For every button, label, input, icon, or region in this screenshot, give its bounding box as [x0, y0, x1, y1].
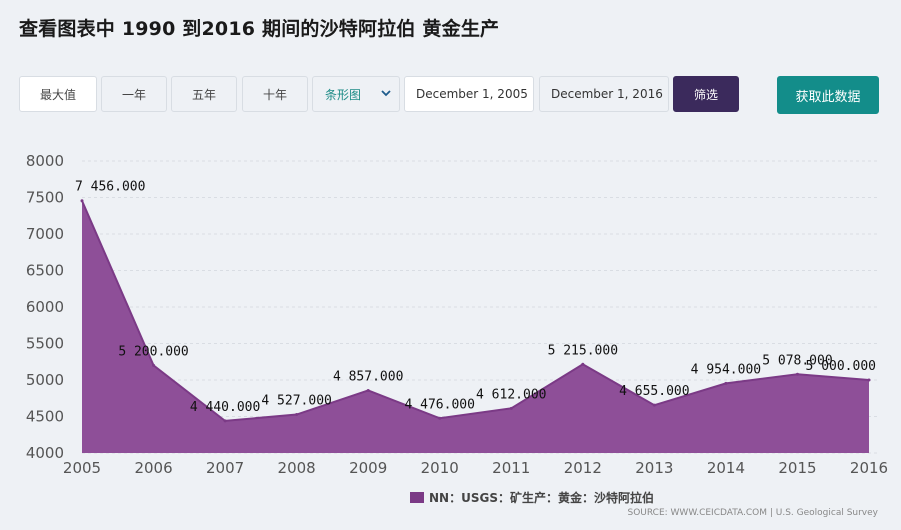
data-label: 7 456.000: [75, 180, 145, 195]
area-fill: [82, 200, 869, 453]
data-label: 5 078.000: [762, 353, 832, 368]
start-date-input[interactable]: December 1, 2005: [404, 76, 534, 112]
data-point: [80, 199, 84, 203]
legend-swatch: [410, 492, 424, 503]
data-point: [724, 381, 728, 385]
range-one-year-button[interactable]: 一年: [101, 76, 167, 112]
data-point: [795, 372, 799, 376]
x-tick-label: 2008: [278, 459, 316, 477]
series-area: [80, 199, 871, 453]
x-tick-label: 2016: [850, 459, 888, 477]
y-axis-ticks: 4000 4500 5000 5500 6000 6500 7000 7500 8000: [26, 152, 64, 462]
data-label: 4 476.000: [405, 397, 475, 412]
data-label: 4 527.000: [261, 394, 331, 409]
data-point: [581, 362, 585, 366]
data-point: [867, 378, 871, 382]
data-label: 4 440.000: [190, 400, 260, 415]
series-line: [81, 200, 870, 422]
data-point: [152, 363, 156, 367]
data-point: [652, 403, 656, 407]
data-label: 4 857.000: [333, 369, 403, 384]
y-tick-label: 7500: [26, 189, 64, 207]
y-tick-label: 4500: [26, 408, 64, 426]
chart-type-value: 条形图: [325, 87, 362, 102]
data-point: [295, 413, 299, 417]
get-data-button[interactable]: 获取此数据: [777, 76, 879, 114]
data-label: 5 215.000: [548, 343, 618, 358]
chart-legend[interactable]: NN：USGS：矿生产：黄金：沙特阿拉伯: [410, 489, 654, 506]
x-tick-label: 2006: [134, 459, 172, 477]
source-note: SOURCE: WWW.CEICDATA.COM | U.S. Geologic…: [627, 508, 878, 518]
y-tick-label: 6500: [26, 262, 64, 280]
y-tick-label: 7000: [26, 225, 64, 243]
x-axis-ticks: 2005 2006 2007 2008 2009 2010 2011 2012 2013 2014…: [63, 459, 888, 477]
x-tick-label: 2005: [63, 459, 101, 477]
area-chart: 4000 4500 5000 5500 6000 6500 7000 7500 8000 200…: [26, 152, 888, 477]
data-point: [223, 419, 227, 423]
y-tick-label: 5500: [26, 335, 64, 353]
y-tick-label: 8000: [26, 152, 64, 170]
x-tick-label: 2009: [349, 459, 387, 477]
page-title: 查看图表中 1990 到2016 期间的沙特阿拉伯 黄金生产: [19, 18, 500, 40]
y-tick-label: 6000: [26, 298, 64, 316]
x-tick-label: 2012: [564, 459, 602, 477]
x-tick-label: 2010: [421, 459, 459, 477]
x-tick-label: 2013: [635, 459, 673, 477]
range-five-year-button[interactable]: 五年: [171, 76, 237, 112]
data-label: 4 655.000: [619, 384, 689, 399]
data-point: [438, 416, 442, 420]
data-label: 5 200.000: [118, 344, 188, 359]
range-max-button[interactable]: 最大值: [19, 76, 97, 112]
filter-button[interactable]: 筛选: [673, 76, 739, 112]
x-tick-label: 2007: [206, 459, 244, 477]
data-label: 4 954.000: [691, 362, 761, 377]
data-point: [366, 388, 370, 392]
range-ten-year-button[interactable]: 十年: [242, 76, 308, 112]
data-label: 5 000.000: [806, 359, 876, 374]
y-tick-label: 5000: [26, 371, 64, 389]
legend-label: NN：USGS：矿生产：黄金：沙特阿拉伯: [429, 491, 654, 505]
chart-type-select[interactable]: 条形图: [312, 76, 400, 112]
toolbar: 最大值 一年 五年 十年 条形图 December 1, 2005 Decemb…: [0, 76, 901, 114]
x-tick-label: 2014: [707, 459, 745, 477]
data-label: 4 612.000: [476, 387, 546, 402]
x-tick-label: 2015: [778, 459, 816, 477]
y-tick-label: 4000: [26, 444, 64, 462]
x-tick-label: 2011: [492, 459, 530, 477]
end-date-input[interactable]: December 1, 2016: [539, 76, 669, 112]
chevron-down-icon: [381, 90, 391, 97]
data-point: [509, 406, 513, 410]
